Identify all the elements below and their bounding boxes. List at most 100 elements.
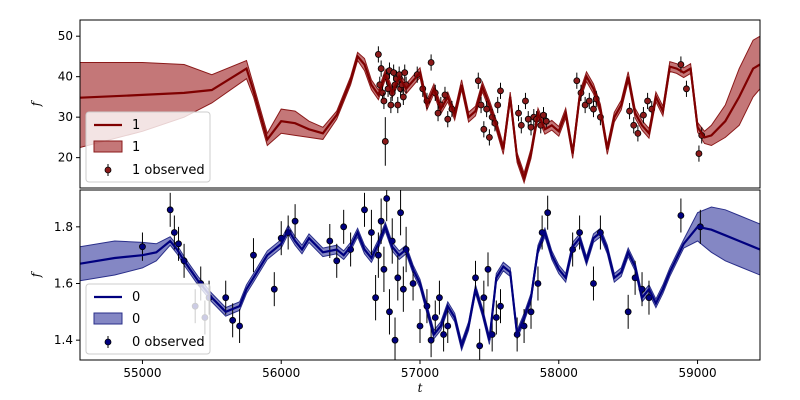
data-marker — [427, 59, 435, 66]
legend-box — [85, 111, 211, 183]
observed-point — [374, 46, 382, 63]
data-marker — [434, 109, 442, 117]
data-marker — [474, 77, 482, 85]
observed-point — [387, 96, 395, 114]
data-marker — [250, 251, 257, 259]
observed-point — [492, 300, 500, 335]
x-tick-label: 59000 — [678, 366, 716, 380]
data-marker — [326, 237, 334, 245]
observed-point — [401, 64, 409, 81]
x-tick: 59000 — [678, 360, 717, 380]
observed-point — [683, 80, 690, 97]
observed-point — [573, 72, 581, 89]
model-line-top — [80, 54, 760, 182]
data-marker — [485, 133, 493, 141]
data-marker — [236, 322, 243, 330]
observed-point — [444, 309, 452, 343]
data-marker — [573, 77, 581, 85]
observed-point — [399, 266, 407, 312]
legend-entry-band: 0 — [93, 312, 140, 327]
observed-point — [409, 266, 417, 301]
observed-point — [534, 266, 542, 301]
observed-point — [386, 289, 393, 335]
observed-point — [483, 100, 491, 118]
data-marker — [683, 85, 690, 93]
data-marker — [483, 105, 491, 113]
data-marker — [386, 308, 393, 316]
legend-entry-line: 1 — [94, 118, 140, 133]
y-axis-label-bottom: f — [29, 270, 43, 278]
legend-label: 1 — [132, 140, 140, 155]
data-marker — [416, 322, 424, 330]
observed-point — [585, 92, 593, 110]
observed-point — [624, 294, 632, 329]
data-marker — [480, 294, 488, 302]
data-marker — [222, 294, 230, 302]
observed-point — [380, 246, 388, 292]
axes-frame-top — [79, 19, 761, 189]
data-marker — [522, 97, 529, 105]
data-marker — [544, 209, 552, 217]
data-marker — [372, 294, 379, 302]
observed-point — [576, 215, 583, 250]
data-marker — [534, 280, 542, 287]
observed-point — [695, 145, 703, 162]
data-marker — [399, 93, 407, 101]
y-tick-label: 1.4 — [54, 333, 73, 347]
data-marker — [427, 336, 435, 344]
y-tick: 1.8 — [54, 220, 80, 234]
x-tick-label: 57000 — [401, 366, 439, 380]
observed-point — [440, 317, 447, 352]
data-marker — [494, 101, 502, 109]
y-ticks-top: 20 30 40 50 — [58, 29, 80, 165]
observed-point — [394, 96, 402, 114]
y-tick: 1.4 — [54, 333, 80, 347]
model-line — [80, 223, 760, 350]
data-marker — [472, 274, 479, 282]
data-marker — [540, 111, 547, 119]
x-tick-label: 56000 — [262, 366, 300, 380]
data-marker — [581, 101, 589, 109]
data-marker — [677, 61, 685, 68]
data-marker — [361, 206, 368, 214]
data-marker — [291, 217, 299, 225]
data-marker — [517, 121, 525, 129]
observed-point — [444, 111, 452, 128]
data-marker — [374, 51, 382, 58]
observed-point — [436, 280, 443, 315]
data-marker — [585, 97, 593, 105]
data-marker — [377, 217, 385, 225]
x-axis-label: t — [418, 381, 423, 395]
data-marker — [380, 97, 388, 105]
observed-point — [484, 252, 492, 287]
y-tick: 30 — [58, 110, 80, 124]
data-marker — [390, 69, 398, 77]
y-tick-label: 50 — [58, 29, 73, 43]
observed-point — [497, 82, 504, 99]
observed-point — [374, 232, 382, 278]
observed-point — [590, 100, 597, 118]
data-marker — [640, 111, 647, 119]
data-marker — [644, 97, 651, 105]
confidence-band-bottom — [80, 206, 760, 352]
observed-point — [517, 117, 525, 134]
y-tick-label: 40 — [58, 70, 73, 84]
data-marker — [542, 117, 550, 125]
observed-point — [399, 88, 407, 106]
legend-box — [85, 283, 211, 355]
observed-point — [416, 309, 424, 343]
data-marker — [695, 150, 703, 157]
legend-bottom: 0 0 0 observed — [85, 283, 211, 355]
legend-label: 0 — [132, 312, 140, 327]
y-tick: 50 — [58, 29, 80, 43]
observed-point — [540, 107, 547, 124]
data-marker — [444, 115, 452, 123]
data-marker — [630, 121, 638, 129]
legend-label: 1 — [132, 118, 140, 133]
observed-point — [394, 255, 402, 301]
data-marker — [380, 265, 388, 273]
observed-point — [372, 275, 379, 321]
legend-label: 1 observed — [132, 163, 205, 178]
observed-point — [236, 309, 243, 343]
data-marker — [576, 229, 583, 236]
